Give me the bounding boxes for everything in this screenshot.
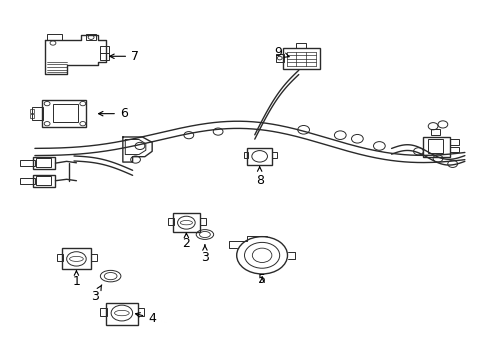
Bar: [36, 158, 50, 167]
Bar: [100, 45, 109, 53]
Bar: [86, 34, 96, 40]
Bar: [33, 175, 55, 187]
Bar: [57, 254, 63, 261]
Bar: [100, 53, 109, 60]
Bar: [36, 176, 50, 185]
Bar: [428, 139, 443, 153]
Bar: [272, 152, 277, 158]
Bar: [100, 308, 107, 316]
Bar: [62, 248, 91, 269]
Bar: [20, 178, 35, 184]
Bar: [32, 107, 43, 120]
Bar: [30, 109, 34, 113]
Bar: [296, 42, 306, 48]
Text: 1: 1: [73, 271, 80, 288]
Bar: [283, 48, 320, 69]
Text: 5: 5: [258, 273, 266, 286]
Text: 4: 4: [136, 311, 156, 325]
Bar: [244, 152, 248, 158]
Text: 3: 3: [91, 285, 102, 303]
Bar: [172, 213, 200, 232]
Bar: [423, 137, 450, 157]
Bar: [33, 157, 55, 169]
Bar: [450, 139, 459, 145]
Bar: [106, 303, 138, 324]
Bar: [47, 34, 62, 40]
Text: 6: 6: [98, 107, 128, 120]
Text: 3: 3: [201, 245, 209, 264]
Text: 9: 9: [274, 46, 289, 59]
Text: 2: 2: [182, 233, 190, 250]
Bar: [42, 100, 86, 127]
Bar: [247, 148, 272, 165]
Bar: [53, 104, 78, 122]
Bar: [200, 219, 206, 225]
Bar: [30, 114, 34, 118]
Bar: [168, 219, 173, 225]
Bar: [450, 147, 459, 152]
Bar: [431, 129, 441, 135]
Bar: [138, 308, 145, 316]
Text: 8: 8: [256, 167, 264, 186]
Bar: [20, 160, 35, 166]
Text: 7: 7: [110, 50, 139, 63]
Bar: [91, 254, 97, 261]
Bar: [276, 54, 284, 62]
